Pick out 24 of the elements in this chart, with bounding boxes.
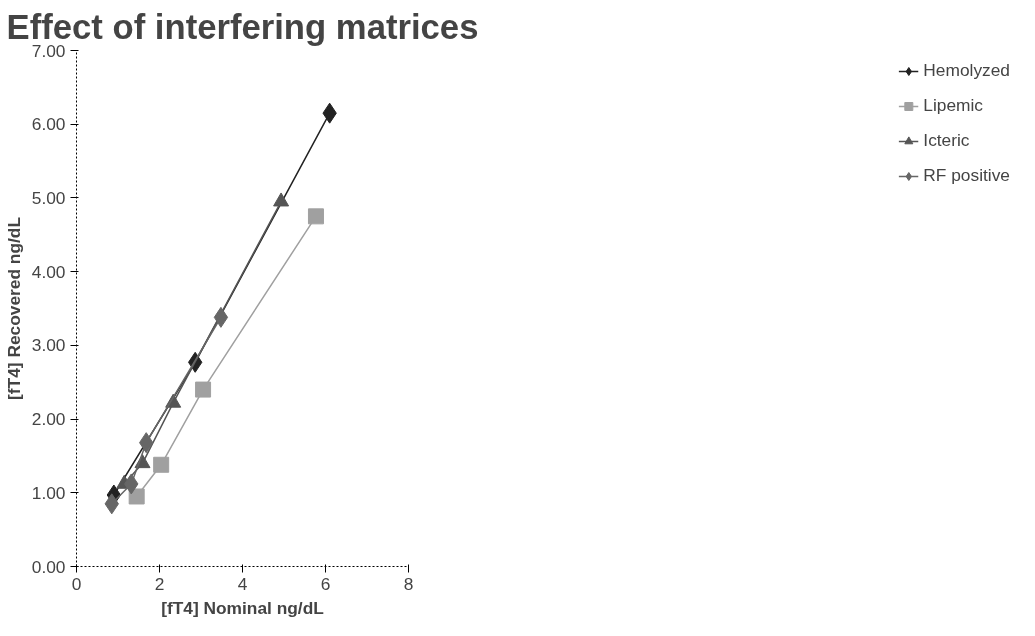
x-tick-label: 6 <box>320 573 331 594</box>
point <box>307 208 324 225</box>
x-tick-label: 4 <box>237 573 248 594</box>
x-tick-label: 0 <box>71 573 82 594</box>
legend-label: Hemolyzed <box>923 60 1010 81</box>
point <box>195 381 212 398</box>
legend-label: Icteric <box>923 130 970 151</box>
point <box>153 456 170 473</box>
point <box>128 488 145 505</box>
y-tick-label: 2.00 <box>31 409 66 430</box>
point <box>213 306 229 328</box>
y-tick-label: 0.00 <box>31 556 66 577</box>
y-tick-label: 6.00 <box>31 114 66 135</box>
legend-label: RF positive <box>923 165 1010 186</box>
y-tick-label: 3.00 <box>31 335 66 356</box>
x-axis-title: [fT4] Nominal ng/dL <box>161 597 325 618</box>
y-tick-label: 4.00 <box>31 261 66 282</box>
x-tick-label: 2 <box>154 573 165 594</box>
point <box>273 192 290 207</box>
y-tick-label: 5.00 <box>31 187 66 208</box>
legend-label: Lipemic <box>923 95 984 116</box>
x-tick-label: 8 <box>403 573 414 594</box>
y-tick-label: 1.00 <box>31 482 66 503</box>
y-axis-title: [fT4] Recovered ng/dL <box>3 216 24 400</box>
